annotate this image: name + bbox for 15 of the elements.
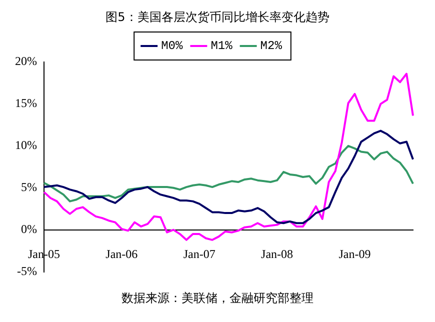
y-tick-label: 0% [20,222,37,236]
x-tick-label: Jan-08 [261,247,294,262]
source-note: 数据来源：美联储，金融研究部整理 [120,290,314,307]
legend-label: M2% [260,39,283,54]
x-tick-label: Jan-07 [183,247,216,262]
legend-label: M0% [161,39,184,54]
x-tick-label: Jan-06 [106,247,138,262]
y-tick-label: 10% [14,138,37,152]
x-tick-label: Jan-09 [338,247,371,262]
y-tick-label: 5% [20,180,37,194]
y-tick-label: -5% [16,264,37,278]
legend-label: M1% [210,39,234,54]
chart-title: 图5：美国各层次货币同比增长率变化趋势 [104,9,330,26]
y-tick-label: 15% [14,96,37,110]
y-tick-label: 20% [14,54,37,68]
